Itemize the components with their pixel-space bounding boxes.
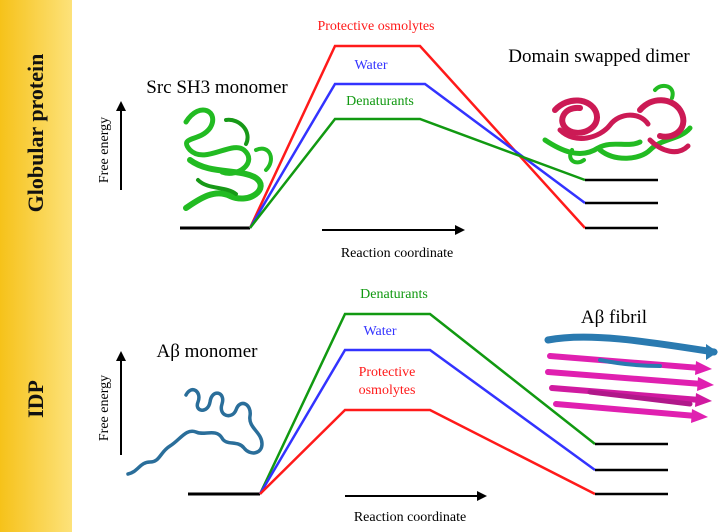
idp-right-state-label: Aβ fibril <box>581 307 647 328</box>
idp-reaction-label: Reaction coordinate <box>354 510 466 525</box>
idp-label-protective-line1: Protective <box>359 365 416 380</box>
idp-curve-water <box>258 348 596 495</box>
idp-free-energy-label: Free energy <box>97 375 112 441</box>
globular-section: Free energy Reaction coordinate Protecti… <box>97 19 693 261</box>
globular-side-panel <box>0 0 72 266</box>
idp-section: Free energy Reaction coordinate Denatura… <box>97 287 718 525</box>
globular-free-energy-label: Free energy <box>97 117 112 183</box>
idp-label-water: Water <box>363 324 396 339</box>
globular-curve-denaturants <box>249 117 586 229</box>
idp-left-state-label: Aβ monomer <box>157 341 259 362</box>
idp-label-protective-line2: osmolytes <box>359 383 416 398</box>
globular-curve-water <box>248 82 586 229</box>
idp-curve-protective <box>259 408 596 496</box>
globular-label-water: Water <box>354 58 387 73</box>
globular-left-state-label: Src SH3 monomer <box>146 77 288 98</box>
globular-label-protective: Protective osmolytes <box>317 19 434 34</box>
globular-reaction-label: Reaction coordinate <box>341 246 453 261</box>
idp-label-denaturants: Denaturants <box>360 287 428 302</box>
globular-label-denaturants: Denaturants <box>346 94 414 109</box>
globular-right-state-label: Domain swapped dimer <box>508 46 690 67</box>
idp-curve-denaturants <box>258 312 596 495</box>
abeta-fibril-illustration <box>544 333 718 423</box>
globular-curve-protective <box>248 44 586 229</box>
idp-side-panel <box>0 266 72 532</box>
abeta-monomer-illustration <box>126 388 264 476</box>
domain-swapped-dimer-illustration <box>542 83 693 165</box>
src-sh3-monomer-illustration <box>183 107 273 211</box>
